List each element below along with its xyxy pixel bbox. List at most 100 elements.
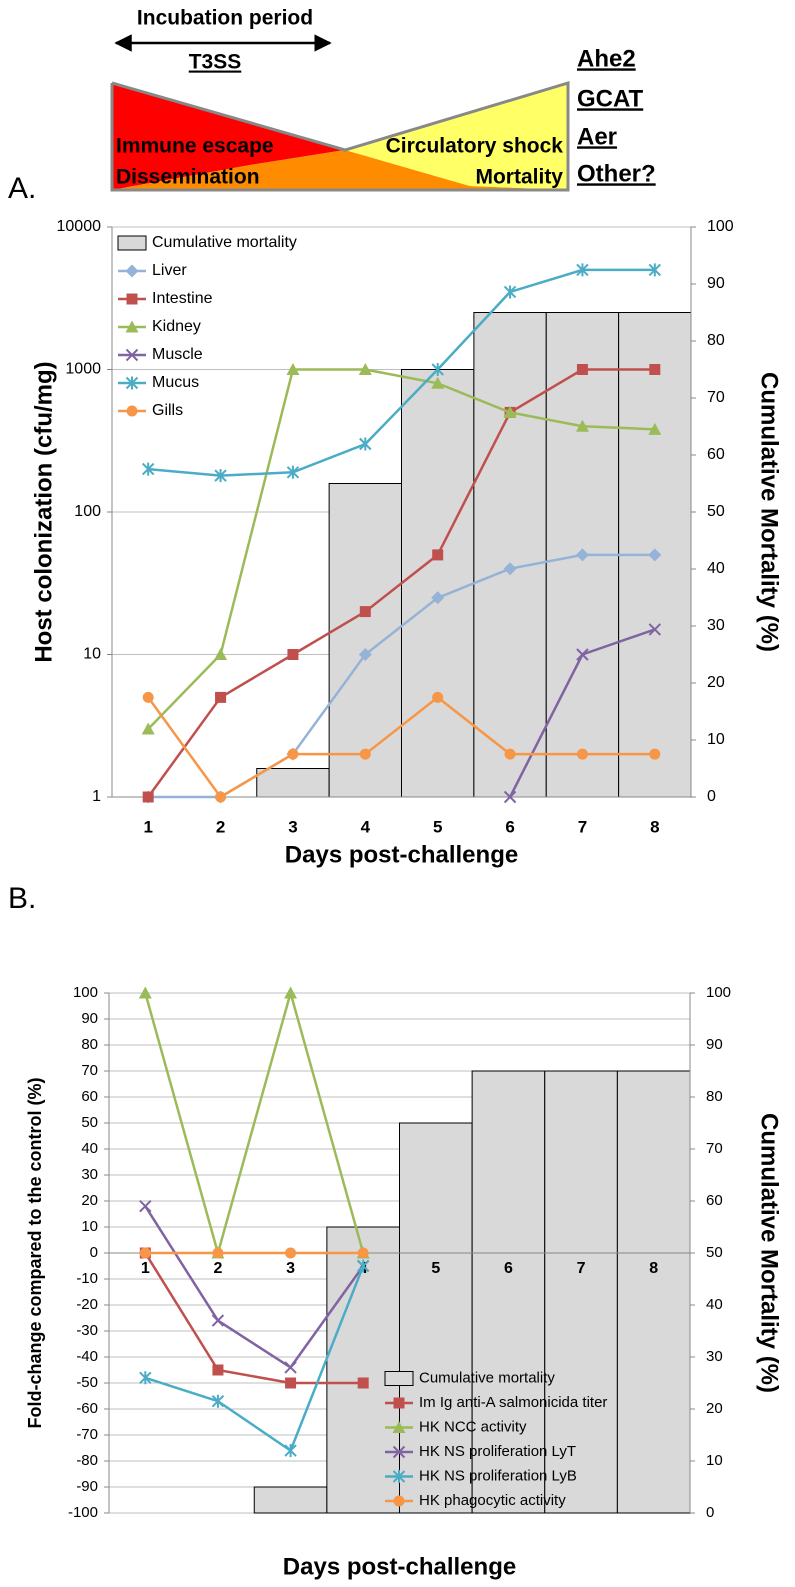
point bbox=[648, 263, 662, 277]
y2-tick-label: 70 bbox=[707, 389, 725, 406]
point bbox=[503, 405, 517, 418]
point bbox=[432, 549, 444, 561]
y-tick-label: 80 bbox=[81, 1036, 98, 1053]
region-label: Circulatory shock bbox=[386, 135, 564, 158]
point bbox=[648, 623, 662, 636]
point bbox=[284, 1361, 297, 1374]
y-tick-label: 10 bbox=[83, 646, 101, 663]
factor-label: Ahe2 bbox=[577, 45, 636, 72]
series-line bbox=[147, 695, 655, 799]
point bbox=[576, 364, 588, 375]
point bbox=[139, 1247, 151, 1259]
y2-tick-label: 90 bbox=[707, 275, 725, 292]
y2-tick-label: 40 bbox=[707, 560, 725, 577]
point bbox=[359, 437, 372, 451]
legend-label: Intestine bbox=[152, 290, 213, 307]
x-tick-label: 5 bbox=[431, 1260, 440, 1277]
legend-label: HK phagocytic activity bbox=[419, 1492, 566, 1509]
series-line bbox=[147, 368, 655, 798]
series-line bbox=[147, 368, 655, 730]
legend-marker bbox=[125, 264, 139, 278]
y-tick-label: 0 bbox=[90, 1244, 98, 1261]
point bbox=[284, 1444, 297, 1458]
factor-label: Aer bbox=[577, 123, 617, 150]
legend-marker bbox=[126, 293, 138, 305]
bar bbox=[616, 1070, 691, 1514]
orange-region bbox=[112, 150, 568, 190]
point bbox=[138, 986, 152, 999]
panel-label: A. bbox=[8, 172, 36, 205]
x-tick-label: 1 bbox=[141, 1260, 150, 1277]
panel-label: B. bbox=[8, 882, 36, 915]
series-line bbox=[144, 988, 365, 1258]
y-tick-label: 90 bbox=[81, 1010, 98, 1027]
point bbox=[503, 790, 517, 804]
legend-marker bbox=[392, 1421, 406, 1433]
y2-tick-label: 20 bbox=[706, 1400, 723, 1417]
point bbox=[287, 649, 299, 660]
y-tick-label: 10 bbox=[81, 1218, 98, 1235]
point bbox=[142, 791, 154, 803]
chart: A. 1 10 100 1000 10000 0 10 20 30 40 50 60 70 80 90 100 1… bbox=[8, 172, 783, 868]
y-tick-label: 1000 bbox=[65, 361, 101, 378]
x-tick-label: 2 bbox=[213, 1260, 222, 1277]
y2-tick-label: 30 bbox=[706, 1348, 723, 1365]
point bbox=[139, 1199, 152, 1213]
legend-label: HK NS proliferation LyT bbox=[419, 1443, 576, 1460]
x-tick-label: 8 bbox=[649, 1260, 658, 1277]
x-tick-label: 6 bbox=[504, 1260, 513, 1277]
series-line bbox=[148, 268, 655, 477]
point bbox=[215, 791, 227, 803]
y2-tick-label: 50 bbox=[707, 503, 725, 520]
point bbox=[215, 691, 227, 703]
y-tick-label: 70 bbox=[81, 1062, 98, 1079]
point bbox=[141, 722, 155, 735]
y2-tick-label: 60 bbox=[707, 446, 725, 463]
legend-label: HK NS proliferation LyB bbox=[419, 1467, 577, 1484]
incubation-label: Incubation period bbox=[137, 7, 313, 30]
y2-tick-label: 0 bbox=[707, 788, 716, 805]
bar bbox=[256, 768, 330, 798]
chart: B.-100-90-80-70-60-50-40-30-20-100102030… bbox=[8, 882, 783, 1580]
y2-tick-label: 70 bbox=[706, 1140, 723, 1157]
bar bbox=[473, 312, 547, 798]
x-axis-title: Days post-challenge bbox=[283, 1553, 516, 1580]
yellow-region bbox=[345, 83, 568, 190]
y-tick-label: -30 bbox=[76, 1322, 98, 1339]
factor-label: Other? bbox=[577, 160, 656, 187]
point bbox=[214, 648, 228, 660]
x-tick-label: 2 bbox=[216, 817, 225, 836]
y2-tick-label: 0 bbox=[706, 1504, 714, 1521]
y2-tick-label: 100 bbox=[707, 218, 734, 235]
y-tick-label: -70 bbox=[76, 1426, 98, 1443]
point bbox=[211, 1314, 225, 1327]
x-tick-label: 3 bbox=[286, 1260, 295, 1277]
point bbox=[211, 1394, 225, 1408]
legend-marker bbox=[392, 1445, 406, 1459]
series-line bbox=[144, 1265, 365, 1453]
y2-axis-title: Cumulative Mortality (%) bbox=[756, 1113, 783, 1393]
x-tick-label: 6 bbox=[505, 817, 514, 836]
point bbox=[357, 1377, 369, 1389]
point bbox=[287, 748, 299, 760]
legend-label: Kidney bbox=[152, 318, 201, 335]
y2-tick-label: 80 bbox=[707, 332, 725, 349]
legend-marker bbox=[125, 376, 139, 390]
point bbox=[575, 419, 589, 432]
y-axis-title: Host colonization (cfu/mg) bbox=[30, 361, 57, 662]
point bbox=[504, 748, 516, 760]
y2-tick-label: 10 bbox=[707, 731, 725, 748]
point bbox=[358, 363, 372, 375]
point bbox=[649, 364, 661, 375]
point bbox=[142, 691, 154, 703]
bar bbox=[471, 1070, 546, 1514]
region-label: Dissemination bbox=[116, 166, 260, 189]
legend-marker bbox=[393, 1397, 405, 1409]
legend-label: Liver bbox=[152, 262, 187, 279]
y-tick-label: -80 bbox=[76, 1452, 98, 1469]
legend-swatch bbox=[117, 235, 147, 251]
legend-label: Im Ig anti-A salmonicida titer bbox=[419, 1394, 607, 1411]
bar bbox=[401, 369, 475, 798]
legend: Cumulative mortality Liver Intestine Kidney… bbox=[117, 234, 297, 419]
